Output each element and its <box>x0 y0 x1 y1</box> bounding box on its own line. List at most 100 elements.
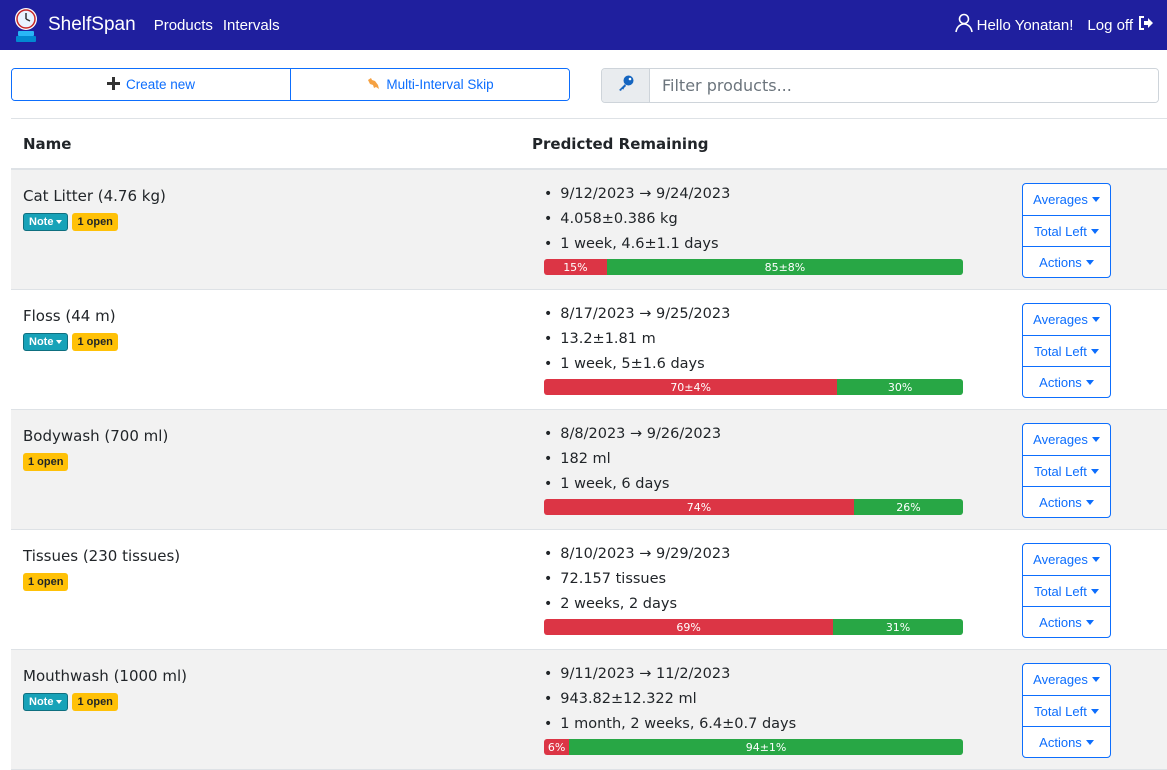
total-left-label: Total Left <box>1034 463 1087 479</box>
row-action-buttons: Averages Total Left Actions <box>1022 423 1111 518</box>
multi-interval-skip-label: Multi-Interval Skip <box>386 77 494 92</box>
total-left-dropdown-button[interactable]: Total Left <box>1023 575 1110 606</box>
actions-label: Actions <box>1039 614 1082 630</box>
note-dropdown-badge[interactable]: Note <box>23 213 69 231</box>
usage-progress-bar: 74% 26% <box>544 499 963 515</box>
user-icon <box>953 13 973 37</box>
table-row: Tissues (230 tissues) 1 open 8/10/2023 →… <box>11 530 1167 650</box>
caret-down-icon <box>1091 557 1100 562</box>
row-action-buttons: Averages Total Left Actions <box>1022 183 1111 278</box>
caret-down-icon <box>1091 677 1100 682</box>
product-badges: 1 open <box>23 453 69 471</box>
product-name: Tissues (230 tissues) <box>23 547 181 565</box>
actions-label: Actions <box>1039 254 1082 270</box>
averages-label: Averages <box>1033 432 1088 447</box>
remaining-portion: 85±8% <box>606 259 963 275</box>
predicted-date-range: 9/12/2023 → 9/24/2023 <box>544 182 964 207</box>
predicted-duration: 1 week, 6 days <box>544 472 964 497</box>
caret-down-icon <box>1085 379 1094 385</box>
row-action-buttons: Averages Total Left Actions <box>1022 663 1111 758</box>
caret-down-icon <box>1091 437 1100 442</box>
product-name: Floss (44 m) <box>23 307 116 325</box>
averages-dropdown-button[interactable]: Averages <box>1023 424 1110 455</box>
brand[interactable]: ShelfSpan <box>12 5 136 45</box>
logoff-link[interactable]: Log off <box>1087 14 1155 36</box>
note-dropdown-badge[interactable]: Note <box>23 333 69 351</box>
total-left-dropdown-button[interactable]: Total Left <box>1023 335 1110 366</box>
note-label: Note <box>29 216 54 228</box>
row-action-buttons: Averages Total Left Actions <box>1022 543 1111 638</box>
product-badges: Note 1 open <box>23 213 118 231</box>
predicted-remaining: 9/11/2023 → 11/2/2023 943.82±12.322 ml 1… <box>544 662 964 755</box>
table-row: Mouthwash (1000 ml) Note 1 open 9/11/2023… <box>11 650 1167 770</box>
usage-progress-bar: 15% 85±8% <box>544 259 963 275</box>
predicted-amount: 4.058±0.386 kg <box>544 207 964 232</box>
caret-down-icon <box>1090 588 1099 594</box>
averages-dropdown-button[interactable]: Averages <box>1023 184 1110 215</box>
product-badges: Note 1 open <box>23 693 118 711</box>
user-greeting-link[interactable]: Hello Yonatan! <box>953 13 1074 37</box>
predicted-duration: 1 week, 4.6±1.1 days <box>544 232 964 257</box>
product-name: Cat Litter (4.76 kg) <box>23 187 166 205</box>
nav-intervals-link[interactable]: Intervals <box>222 16 280 34</box>
predicted-date-range: 8/17/2023 → 9/25/2023 <box>544 302 964 327</box>
product-badges: Note 1 open <box>23 333 118 351</box>
open-count-badge: 1 open <box>72 333 118 351</box>
predicted-duration: 1 week, 5±1.6 days <box>544 352 964 377</box>
actions-dropdown-button[interactable]: Actions <box>1023 366 1110 397</box>
logoff-text: Log off <box>1087 16 1133 34</box>
product-name: Bodywash (700 ml) <box>23 427 169 445</box>
row-action-buttons: Averages Total Left Actions <box>1022 303 1111 398</box>
caret-down-icon <box>1085 259 1094 265</box>
top-navbar: ShelfSpan Products Intervals Hello Yonat… <box>0 0 1167 50</box>
greeting-text: Hello Yonatan! <box>976 16 1074 34</box>
predicted-duration: 2 weeks, 2 days <box>544 592 964 617</box>
create-new-button[interactable]: Create new <box>12 69 290 100</box>
averages-dropdown-button[interactable]: Averages <box>1023 304 1110 335</box>
brand-name: ShelfSpan <box>48 14 136 35</box>
total-left-label: Total Left <box>1034 703 1087 719</box>
plus-icon <box>106 76 120 93</box>
caret-down-icon <box>1085 739 1094 745</box>
caret-down-icon <box>56 700 63 704</box>
nav-products-link[interactable]: Products <box>153 16 213 34</box>
search-addon <box>602 69 650 102</box>
actions-dropdown-button[interactable]: Actions <box>1023 486 1110 517</box>
products-table: Name Predicted Remaining Cat Litter (4.7… <box>11 118 1167 770</box>
actions-label: Actions <box>1039 734 1082 750</box>
used-portion: 15% <box>544 259 607 275</box>
create-new-label: Create new <box>125 77 196 92</box>
predicted-date-range: 8/8/2023 → 9/26/2023 <box>544 422 964 447</box>
predicted-amount: 72.157 tissues <box>544 567 964 592</box>
multi-interval-skip-button[interactable]: Multi-Interval Skip <box>290 69 569 100</box>
open-count-badge: 1 open <box>72 693 118 711</box>
kangaroo-icon <box>366 76 380 93</box>
predicted-amount: 13.2±1.81 m <box>544 327 964 352</box>
caret-down-icon <box>1091 197 1100 202</box>
filter-products-input[interactable] <box>650 69 1158 102</box>
table-body: Cat Litter (4.76 kg) Note 1 open 9/12/202… <box>11 170 1167 770</box>
table-row: Bodywash (700 ml) 1 open 8/8/2023 → 9/26… <box>11 410 1167 530</box>
table-header: Name Predicted Remaining <box>11 118 1167 170</box>
averages-dropdown-button[interactable]: Averages <box>1023 664 1110 695</box>
total-left-dropdown-button[interactable]: Total Left <box>1023 455 1110 486</box>
note-dropdown-badge[interactable]: Note <box>23 693 69 711</box>
remaining-portion: 31% <box>833 619 963 635</box>
used-portion: 70±4% <box>544 379 838 395</box>
total-left-label: Total Left <box>1034 583 1087 599</box>
averages-dropdown-button[interactable]: Averages <box>1023 544 1110 575</box>
used-portion: 74% <box>544 499 855 515</box>
usage-progress-bar: 6% 94±1% <box>544 739 963 755</box>
note-label: Note <box>29 336 54 348</box>
remaining-portion: 94±1% <box>569 739 963 755</box>
open-count-badge: 1 open <box>23 573 69 591</box>
total-left-dropdown-button[interactable]: Total Left <box>1023 695 1110 726</box>
actions-dropdown-button[interactable]: Actions <box>1023 606 1110 637</box>
actions-dropdown-button[interactable]: Actions <box>1023 726 1110 757</box>
actions-dropdown-button[interactable]: Actions <box>1023 246 1110 277</box>
predicted-remaining: 8/8/2023 → 9/26/2023 182 ml 1 week, 6 da… <box>544 422 964 515</box>
total-left-dropdown-button[interactable]: Total Left <box>1023 215 1110 246</box>
total-left-label: Total Left <box>1034 223 1087 239</box>
product-name: Mouthwash (1000 ml) <box>23 667 187 685</box>
used-portion: 6% <box>544 739 570 755</box>
